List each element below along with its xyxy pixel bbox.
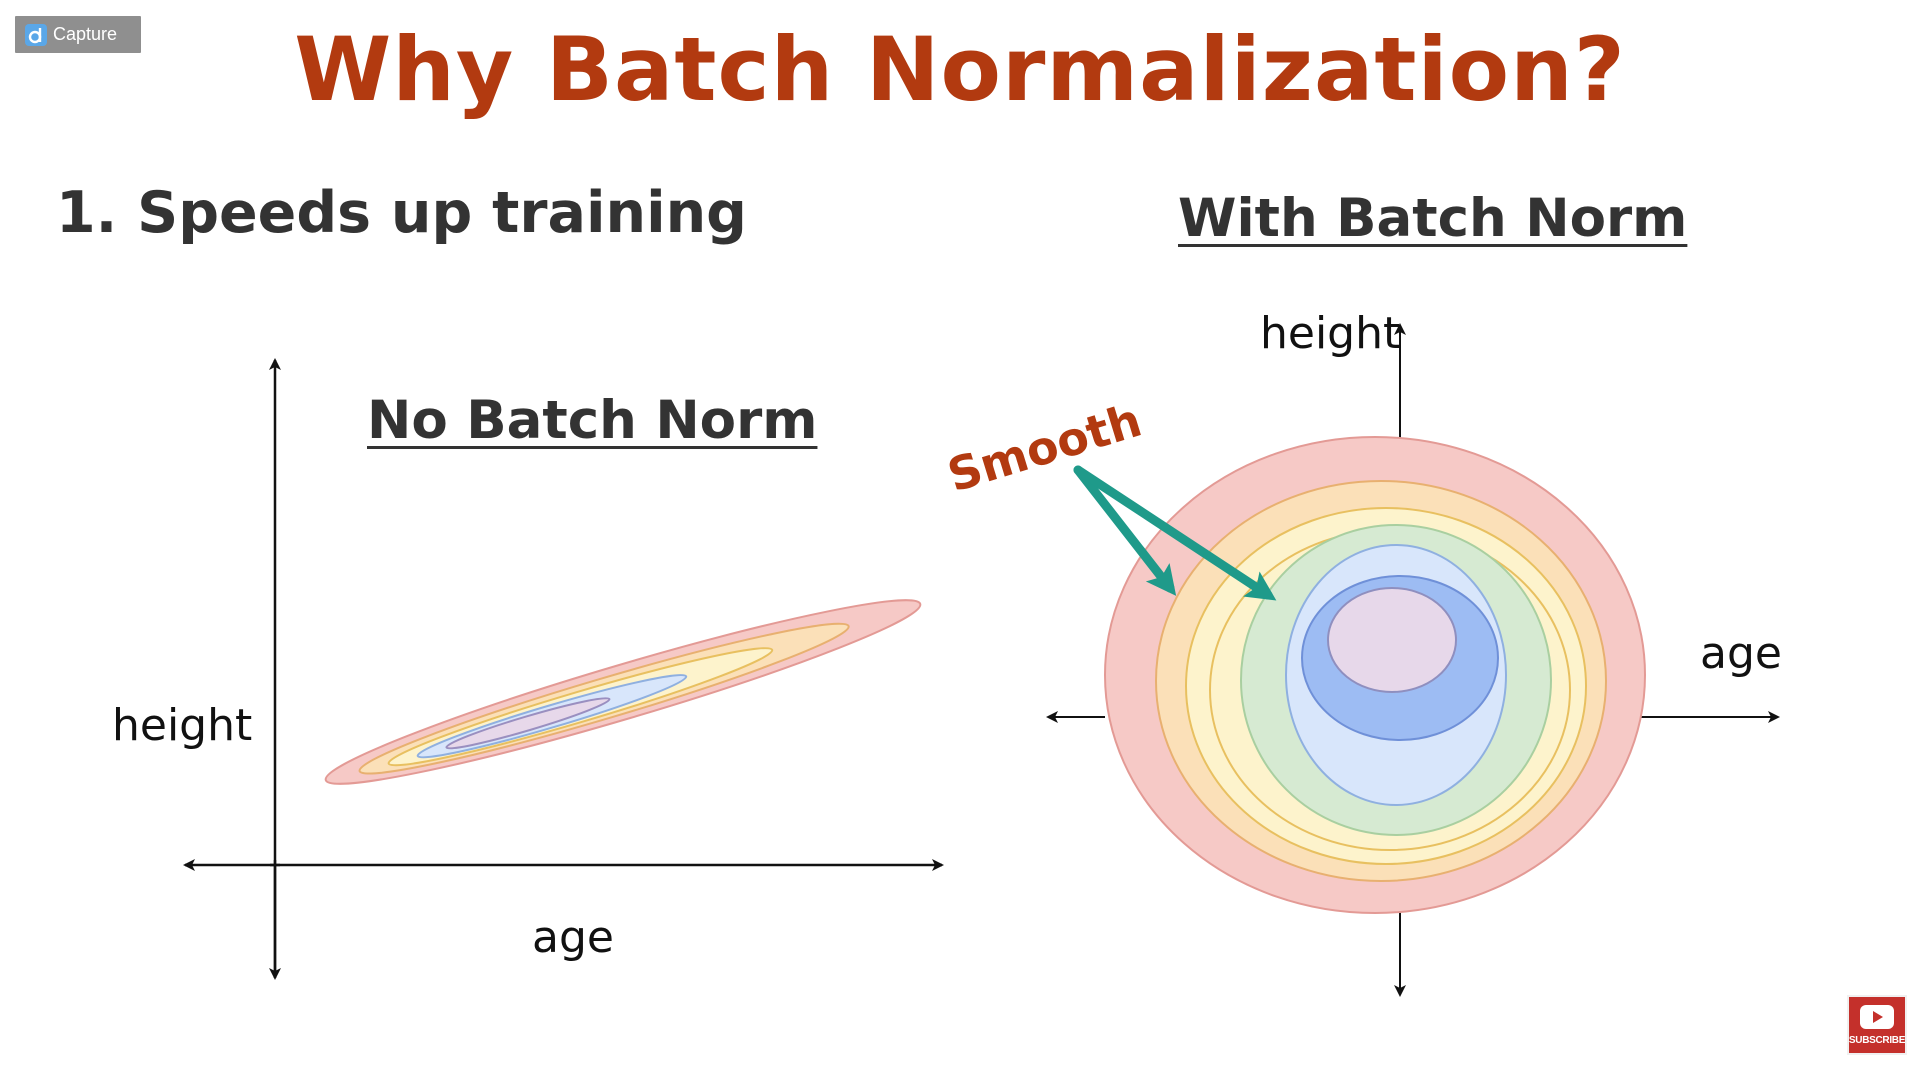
capture-logo-icon xyxy=(25,23,47,46)
youtube-play-icon xyxy=(1860,1004,1894,1033)
left-x-label: age xyxy=(532,912,614,963)
right-contour-8 xyxy=(1327,587,1457,693)
smooth-annotation: Smooth xyxy=(941,393,1147,503)
slide-title: Why Batch Normalization? xyxy=(294,18,1626,121)
right-x-label: age xyxy=(1700,628,1782,679)
left-axes xyxy=(183,358,944,980)
smooth-arrow-2 xyxy=(1073,465,1277,601)
heading-with-batch-norm: With Batch Norm xyxy=(1178,188,1688,249)
smooth-arrows xyxy=(1073,465,1277,601)
left-contour-5 xyxy=(445,697,611,750)
subscribe-label: SUBSCRIBE xyxy=(1848,1034,1906,1046)
left-y-label: height xyxy=(112,700,252,751)
heading-no-batch-norm: No Batch Norm xyxy=(367,390,818,451)
subscribe-button[interactable]: SUBSCRIBE xyxy=(1847,995,1907,1055)
capture-button[interactable]: Capture xyxy=(15,16,141,53)
point-one: 1. Speeds up training xyxy=(56,180,747,246)
right-axes xyxy=(1046,323,1780,997)
capture-label: Capture xyxy=(53,24,118,44)
right-y-label: height xyxy=(1260,308,1400,359)
smooth-arrow-1 xyxy=(1073,465,1177,596)
left-contours xyxy=(324,599,922,785)
right-contours xyxy=(1104,436,1646,914)
